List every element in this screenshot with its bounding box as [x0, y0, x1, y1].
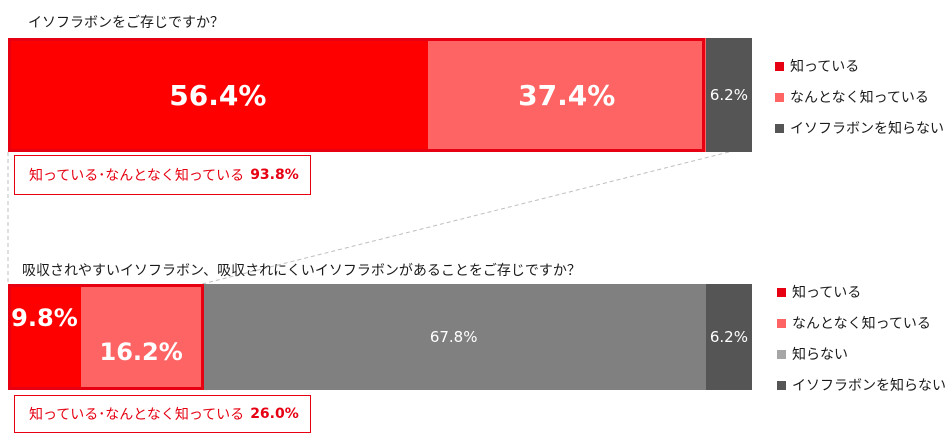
legend-swatch-knows — [777, 287, 786, 297]
legend-swatch-not-know-iso — [775, 123, 784, 133]
chart2-legend-item-knows: 知っている — [777, 282, 861, 302]
chart2-legend-item-not-know-iso: イソフラボンを知らない — [777, 375, 945, 395]
chart2-label-not-know: 67.8% — [429, 328, 478, 346]
legend-label: 知らない — [792, 347, 848, 363]
chart2-legend-item-somewhat: なんとなく知っている — [777, 313, 931, 333]
chart2-summary-value: 26.0% — [250, 406, 299, 422]
legend-label: イソフラボンを知らない — [790, 121, 944, 137]
chart1-seg-knows — [8, 38, 428, 152]
chart1-label-not-know-iso: 6.2% — [709, 86, 748, 104]
chart2-summary-label: 知っている･なんとなく知っている — [29, 407, 245, 423]
chart2-label-knows: 9.8% — [11, 304, 78, 332]
legend-swatch-not-know-iso — [777, 380, 786, 390]
legend-label: なんとなく知っている — [792, 316, 931, 332]
legend-swatch-not-know — [777, 349, 786, 359]
legend-swatch-somewhat — [775, 92, 784, 102]
chart2-legend-item-not-know: 知らない — [777, 344, 848, 364]
legend-label: イソフラボンを知らない — [792, 378, 945, 394]
chart1-summary-value: 93.8% — [250, 167, 299, 183]
chart1-legend-item-somewhat: なんとなく知っている — [775, 87, 929, 107]
chart1-legend-item-knows: 知っている — [775, 56, 859, 76]
legend-label: 知っている — [792, 285, 862, 301]
chart1-legend-item-not-know-iso: イソフラボンを知らない — [775, 118, 944, 138]
chart1-label-knows: 56.4% — [169, 78, 267, 112]
chart2-seg-knows — [8, 284, 81, 390]
chart1-seg-not-know-iso — [705, 38, 752, 152]
chart2-bar: 9.8% 16.2% 67.8% 6.2% — [8, 284, 752, 390]
chart2-title: 吸収されやすいイソフラボン、吸収されにくいイソフラボンがあることをご存じですか？ — [22, 263, 581, 279]
chart2-seg-not-know — [201, 284, 706, 390]
legend-swatch-somewhat — [777, 318, 786, 328]
chart2-summary-box: 知っている･なんとなく知っている 26.0% — [14, 395, 311, 433]
legend-label: なんとなく知っている — [790, 90, 929, 106]
legend-swatch-knows — [775, 61, 784, 71]
chart1-summary-label: 知っている･なんとなく知っている — [29, 168, 245, 184]
chart1-bar: 56.4% 37.4% 6.2% — [8, 38, 752, 152]
chart1-label-somewhat: 37.4% — [518, 78, 616, 112]
chart1-title: イソフラボンをご存じですか？ — [28, 15, 224, 31]
chart1-summary-box: 知っている･なんとなく知っている 93.8% — [14, 155, 311, 195]
chart2-seg-somewhat — [80, 284, 202, 390]
legend-label: 知っている — [790, 59, 860, 75]
chart2-label-not-know-iso: 6.2% — [709, 328, 748, 346]
chart2-label-somewhat: 16.2% — [99, 338, 183, 366]
chart1-seg-somewhat — [427, 38, 706, 152]
chart2-seg-not-know-iso — [705, 284, 752, 390]
